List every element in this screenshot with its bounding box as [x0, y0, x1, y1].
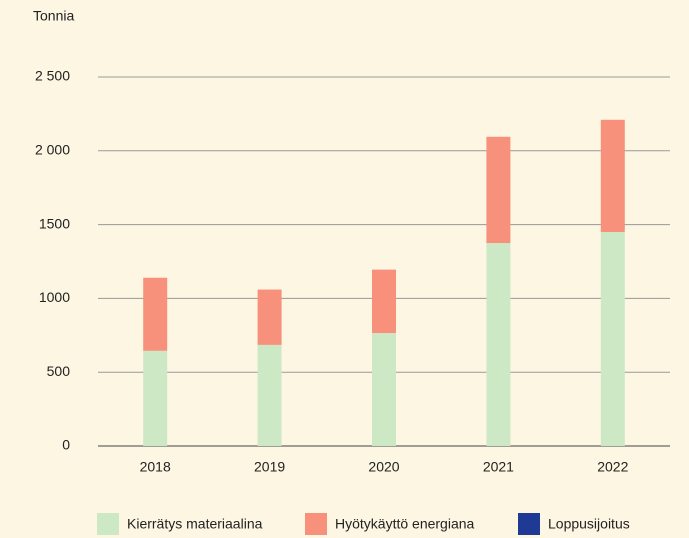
bar-segment	[372, 333, 396, 446]
legend-label: Hyötykäyttö energiana	[335, 516, 475, 532]
x-tick-label: 2018	[140, 459, 171, 475]
bar-segment	[372, 269, 396, 334]
x-tick-label: 2022	[597, 459, 628, 475]
bar-segment	[257, 289, 282, 345]
y-tick-label: 2 000	[35, 142, 70, 158]
bar-segment	[486, 136, 511, 244]
legend-label: Kierrätys materiaalina	[127, 516, 263, 532]
y-tick-label: 0	[62, 437, 70, 453]
legend-swatch	[97, 513, 119, 535]
bar-segment	[257, 344, 282, 446]
y-tick-label: 2 500	[35, 68, 70, 84]
legend-label: Loppusijoitus	[548, 516, 630, 532]
y-tick-label: 1500	[39, 215, 70, 231]
y-tick-label: 1000	[39, 289, 70, 305]
legend-swatch	[518, 513, 540, 535]
bar-segment	[143, 350, 168, 446]
bar-segment	[600, 119, 625, 232]
bar-segment	[600, 231, 625, 446]
y-axis-label: Tonnia	[33, 8, 74, 24]
legend-swatch	[305, 513, 327, 535]
bar-segment	[143, 277, 168, 351]
x-tick-label: 2020	[368, 459, 399, 475]
y-tick-label: 500	[47, 363, 71, 379]
x-tick-label: 2021	[483, 459, 514, 475]
x-tick-label: 2019	[254, 459, 285, 475]
bar-segment	[486, 243, 511, 446]
